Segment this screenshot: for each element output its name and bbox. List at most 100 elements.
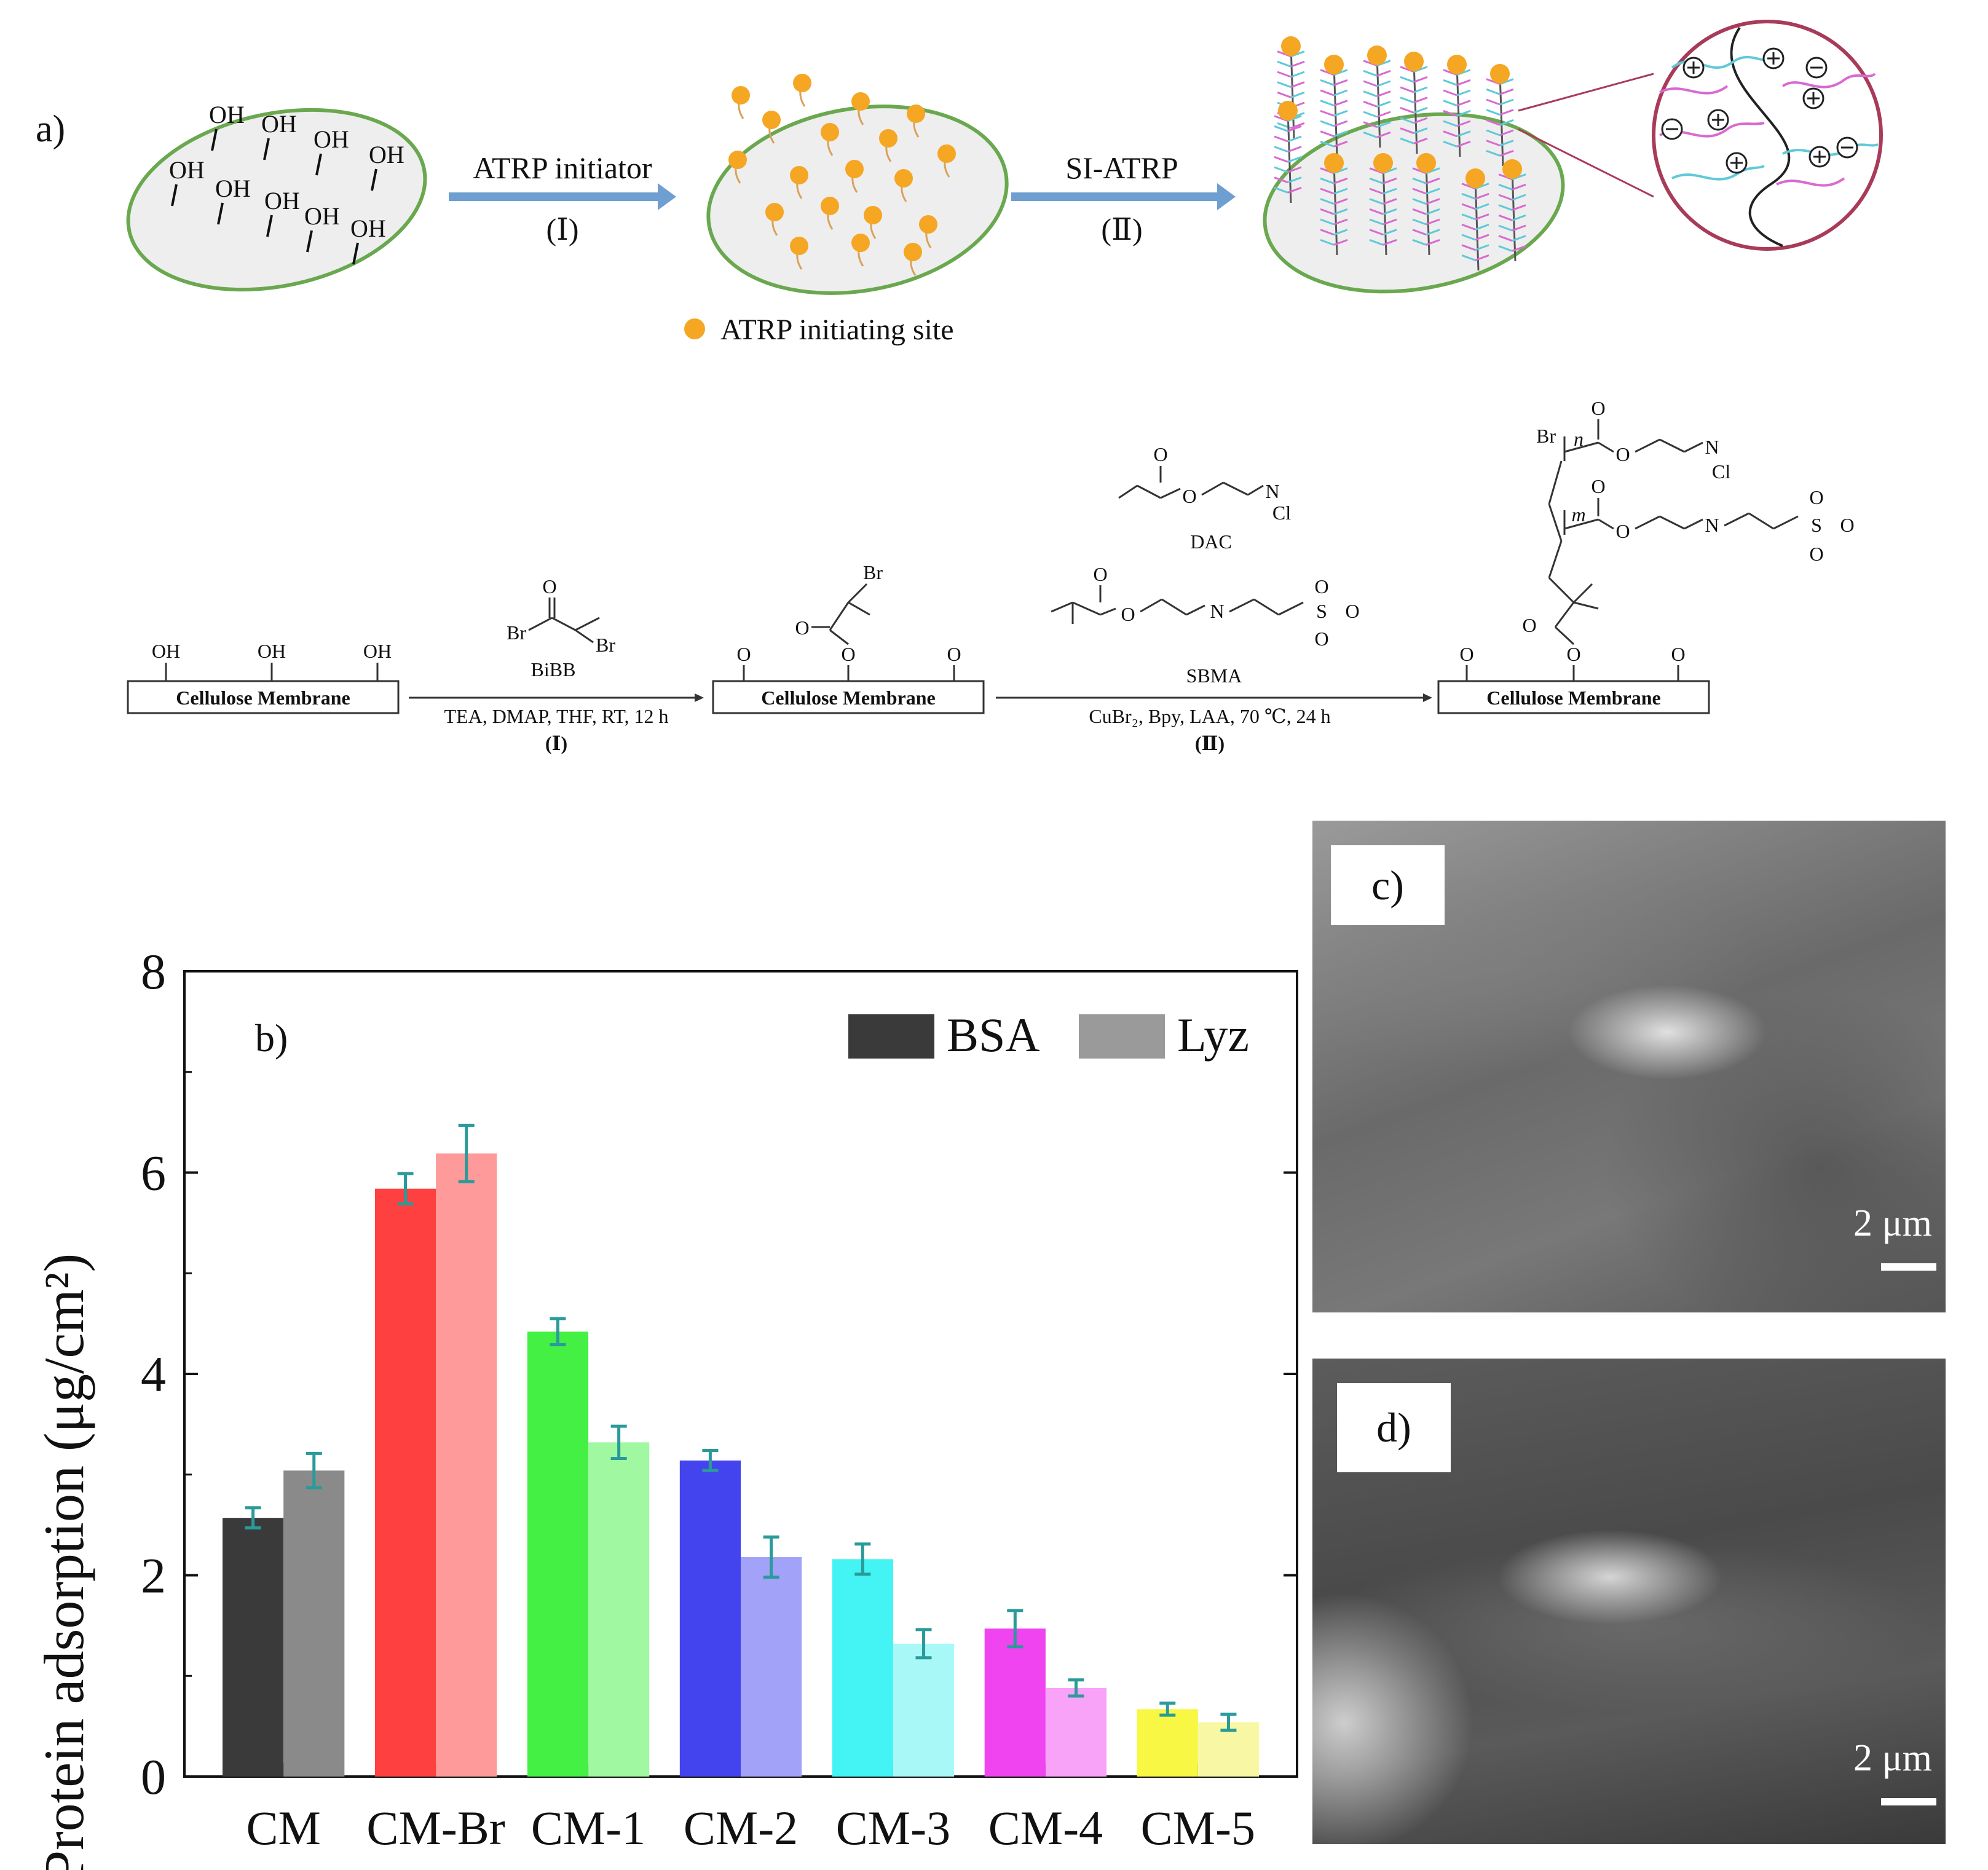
scale-bar-d [1881,1798,1936,1805]
x-tick-label: CM-4 [988,1801,1103,1855]
svg-text:O: O [1093,563,1107,585]
brush-side-chain [1333,229,1348,236]
brush-side-chain [1443,120,1457,127]
brush-side-chain [1499,129,1514,136]
y-tick-label: 8 [141,944,166,1000]
scale-bar-c [1881,1263,1936,1271]
scale-label-c: 2 μm [1853,1202,1932,1244]
svg-text:N: N [1210,600,1224,622]
brush-side-chain [1383,208,1397,215]
brush-side-chain [1287,166,1302,173]
brush-head-bead [1490,64,1510,84]
brush-side-chain [1475,203,1489,210]
oh-text: OH [304,202,340,230]
brush-backbone [1333,64,1338,157]
svg-text:Br: Br [596,634,615,656]
brush-side-chain [1426,177,1440,184]
brush-backbone [1413,61,1418,154]
svg-text:O: O [1615,443,1630,465]
initiator-bead [790,166,808,184]
brush-side-chain [1499,119,1514,126]
brush-side-chain [1400,106,1414,114]
brush-side-chain [1499,88,1514,95]
oh-text: OH [209,101,245,128]
x-tick-label: CM-Br [366,1801,505,1855]
brush-side-chain [1383,218,1397,226]
brush-backbone [1456,64,1461,157]
brush-side-chain [1277,81,1292,89]
svg-text:O: O [947,643,961,665]
bar-bsa [527,1331,589,1777]
oh-bond [217,202,224,225]
brush-side-chain [1400,137,1414,144]
bibb-structure: O Br Br [507,575,615,656]
chart-error-bars [245,1124,1237,1732]
svg-text:S: S [1811,514,1822,536]
brush-side-chain [1443,79,1457,86]
initiator-bead [765,203,784,221]
oh-bond [352,242,359,265]
brush-head-bead [1281,36,1301,56]
brush-side-chain [1413,137,1428,144]
bar-lyz [1045,1687,1107,1777]
brush-side-chain [1383,229,1397,236]
initiator-bead [851,234,870,252]
polymer-brushes [1274,36,1526,271]
zoom-line-bottom [1518,128,1654,198]
brush-side-chain [1320,79,1335,86]
brush-side-chain [1400,76,1414,83]
brush-side-chain [1486,140,1501,147]
legend-swatch-lyz [1079,1014,1165,1059]
brush-backbone [1287,110,1292,203]
brush-side-chain [1498,194,1513,201]
brush-side-chain [1461,254,1476,261]
svg-text:O: O [1615,520,1630,542]
oh-text: OH [215,175,251,202]
brush-side-chain [1320,100,1335,107]
brush-side-chain [1274,166,1288,173]
oh-text: OH [314,125,349,153]
brush-side-chain [1498,204,1513,211]
svg-text:Cl: Cl [1272,502,1291,524]
brush-side-chain [1461,234,1476,241]
arrow-step-1 [449,183,676,210]
oh-1b: OH [258,640,286,662]
svg-text:O: O [542,575,556,598]
brush-side-chain [1499,140,1514,147]
brush-side-chain [1320,89,1335,97]
brush-head-bead [1404,52,1424,71]
bar-bsa [222,1518,284,1777]
brush-head-bead [1465,168,1485,188]
brush-side-chain [1412,198,1427,205]
brush-head-bead [1278,101,1298,120]
bar-bsa [374,1188,436,1777]
brush-side-chain [1443,89,1457,97]
initiator-bead [937,144,956,163]
brush-side-chain [1498,235,1513,242]
brush-side-chain [1443,109,1457,117]
brush-side-chain [1461,223,1476,231]
brush-side-chain [1383,187,1397,195]
svg-text:S: S [1316,600,1327,622]
zoom-line-top [1518,73,1654,112]
legend-label: BSA [947,1008,1040,1062]
brush-side-chain [1369,229,1384,236]
brush-side-chain [1475,192,1489,200]
brush-side-chain [1383,177,1397,184]
brush-side-chain [1320,130,1335,138]
brush-side-chain [1290,91,1305,98]
brush-side-chain [1333,100,1348,107]
step-2: (Ⅱ) [1195,732,1225,754]
bar-lyz [283,1470,345,1777]
svg-text:O: O [1121,603,1135,625]
brush-side-chain [1400,97,1414,104]
initiator-bead [919,215,937,234]
svg-text:m: m [1571,503,1585,526]
brush-side-chain [1456,89,1471,97]
svg-text:O: O [1522,614,1536,636]
oh-text: OH [169,156,205,184]
brush-head-bead [1447,55,1467,74]
brush-side-chain [1413,106,1428,114]
brush-backbone [1474,178,1480,271]
